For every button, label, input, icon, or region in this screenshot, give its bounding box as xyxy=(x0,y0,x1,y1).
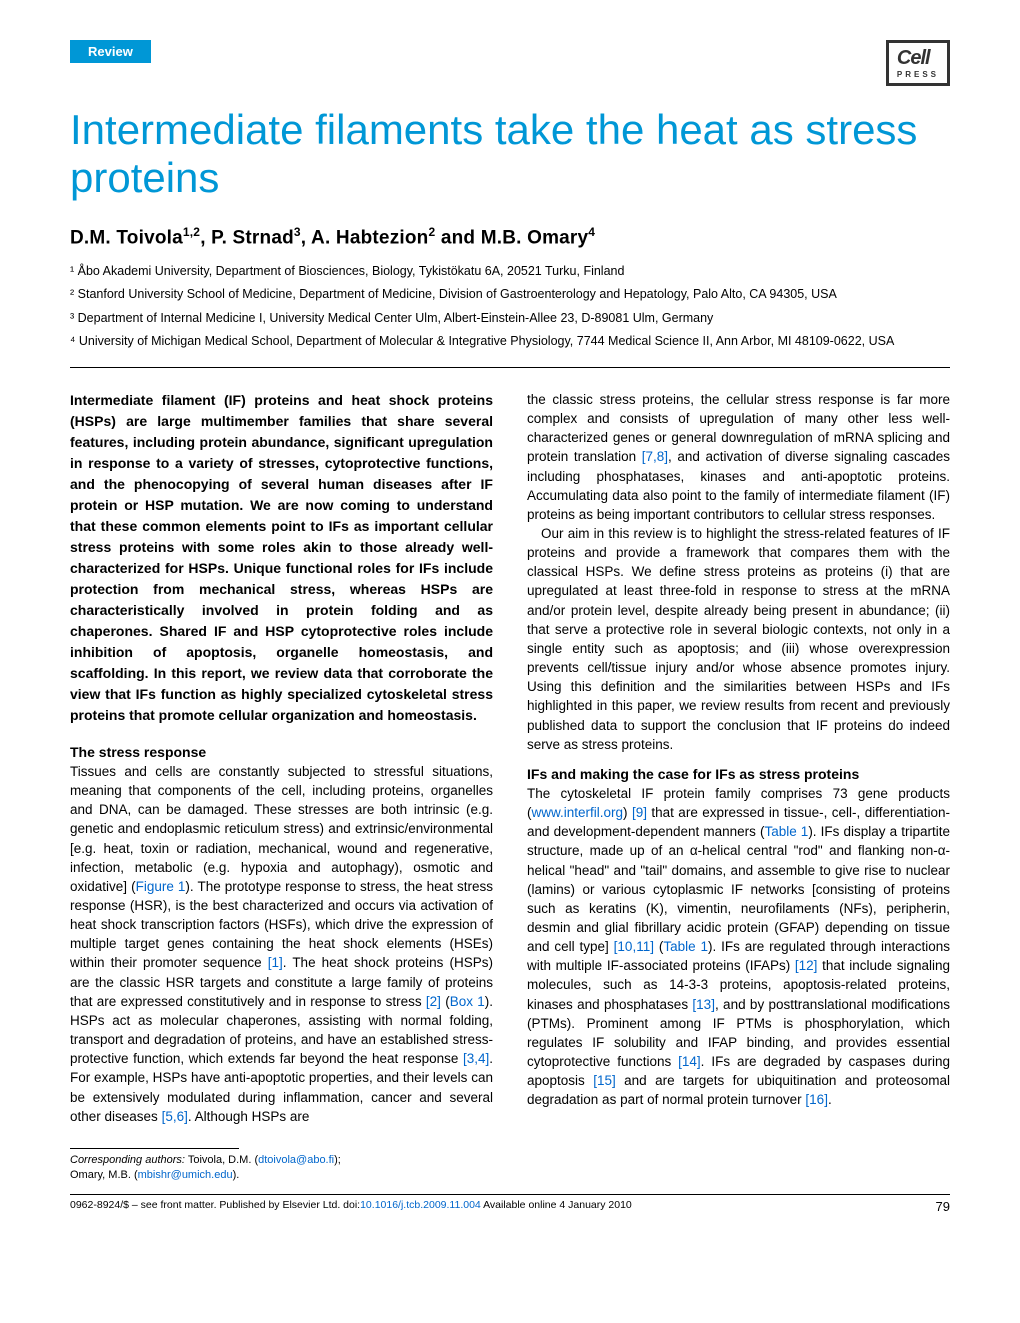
ref-3-4-link[interactable]: [3,4] xyxy=(463,1051,489,1066)
body-text: ) xyxy=(623,805,632,820)
ref-13-link[interactable]: [13] xyxy=(692,997,715,1012)
two-column-layout: Intermediate filament (IF) proteins and … xyxy=(70,390,950,1184)
affiliation-1: ¹ Åbo Akademi University, Department of … xyxy=(70,263,950,281)
author-3: , A. Habtezion xyxy=(301,227,429,248)
copyright-line: 0962-8924/$ – see front matter. Publishe… xyxy=(70,1199,632,1214)
right-column: the classic stress proteins, the cellula… xyxy=(527,390,950,1184)
affiliation-3: ³ Department of Internal Medicine I, Uni… xyxy=(70,310,950,328)
corresponding-authors: Corresponding authors: Toivola, D.M. (dt… xyxy=(70,1153,493,1184)
ref-5-6-link[interactable]: [5,6] xyxy=(162,1109,188,1124)
author-4-sup: 4 xyxy=(588,225,595,239)
ref-1-link[interactable]: [1] xyxy=(268,955,283,970)
header-row: Review Cell PRESS xyxy=(70,40,950,86)
stress-response-paragraph: Tissues and cells are constantly subject… xyxy=(70,762,493,1126)
author-list: D.M. Toivola1,2, P. Strnad3, A. Habtezio… xyxy=(70,225,950,249)
box-1-link[interactable]: Box 1 xyxy=(450,994,485,1009)
corr-2-email-link[interactable]: mbishr@umich.edu xyxy=(138,1169,233,1181)
author-2-sup: 3 xyxy=(294,225,301,239)
stress-response-continued: the classic stress proteins, the cellula… xyxy=(527,390,950,754)
copyright-text: 0962-8924/$ – see front matter. Publishe… xyxy=(70,1199,360,1211)
body-text: ). IFs display a tripartite structure, m… xyxy=(527,824,950,954)
table-1-link-a[interactable]: Table 1 xyxy=(764,824,808,839)
corr-2-name: Omary, M.B. ( xyxy=(70,1169,138,1181)
doi-link[interactable]: 10.1016/j.tcb.2009.11.004 xyxy=(360,1199,481,1211)
body-text: ( xyxy=(654,939,663,954)
author-4: and M.B. Omary xyxy=(435,227,588,248)
author-1-sup: 1,2 xyxy=(183,225,200,239)
logo-sub-text: PRESS xyxy=(897,70,939,79)
ref-16-link[interactable]: [16] xyxy=(805,1092,828,1107)
author-1: D.M. Toivola xyxy=(70,227,183,248)
bottom-bar: 0962-8924/$ – see front matter. Publishe… xyxy=(70,1199,950,1214)
body-text: ( xyxy=(441,994,450,1009)
figure-1-link[interactable]: Figure 1 xyxy=(136,879,186,894)
header-divider xyxy=(70,367,950,368)
section-heading-ifs-case: IFs and making the case for IFs as stres… xyxy=(527,766,950,782)
article-title: Intermediate filaments take the heat as … xyxy=(70,106,950,203)
affiliation-4: ⁴ University of Michigan Medical School,… xyxy=(70,333,950,351)
author-2: , P. Strnad xyxy=(200,227,294,248)
logo-main-text: Cell xyxy=(897,47,930,69)
corr-1-name: Toivola, D.M. ( xyxy=(185,1154,258,1166)
interfil-url-link[interactable]: www.interfil.org xyxy=(532,805,624,820)
page-number: 79 xyxy=(936,1199,950,1214)
ref-15-link[interactable]: [15] xyxy=(593,1073,616,1088)
body-text: Tissues and cells are constantly subject… xyxy=(70,764,493,894)
corr-1-email-link[interactable]: dtoivola@abo.fi xyxy=(258,1154,334,1166)
corr-label: Corresponding authors: xyxy=(70,1154,185,1166)
ref-2-link[interactable]: [2] xyxy=(426,994,441,1009)
body-text: . xyxy=(828,1092,832,1107)
publisher-logo: Cell PRESS xyxy=(886,40,950,86)
corr-1-close: ); xyxy=(334,1154,341,1166)
table-1-link-b[interactable]: Table 1 xyxy=(663,939,708,954)
section-heading-stress-response: The stress response xyxy=(70,744,493,760)
bottom-divider xyxy=(70,1194,950,1195)
abstract-text: Intermediate filament (IF) proteins and … xyxy=(70,390,493,726)
footnote-separator xyxy=(70,1148,239,1149)
ifs-case-paragraph: The cytoskeletal IF protein family compr… xyxy=(527,784,950,1110)
body-text: . Although HSPs are xyxy=(188,1109,310,1124)
aim-paragraph: Our aim in this review is to highlight t… xyxy=(527,524,950,754)
review-tag: Review xyxy=(70,40,151,63)
left-column: Intermediate filament (IF) proteins and … xyxy=(70,390,493,1184)
ref-7-8-link[interactable]: [7,8] xyxy=(642,449,668,464)
corr-2-close: ). xyxy=(233,1169,240,1181)
affiliation-2: ² Stanford University School of Medicine… xyxy=(70,286,950,304)
ref-9-link[interactable]: [9] xyxy=(632,805,647,820)
ref-14-link[interactable]: [14] xyxy=(678,1054,701,1069)
ref-10-11-link[interactable]: [10,11] xyxy=(614,939,654,954)
available-online-text: Available online 4 January 2010 xyxy=(481,1199,632,1211)
ref-12-link[interactable]: [12] xyxy=(795,958,818,973)
